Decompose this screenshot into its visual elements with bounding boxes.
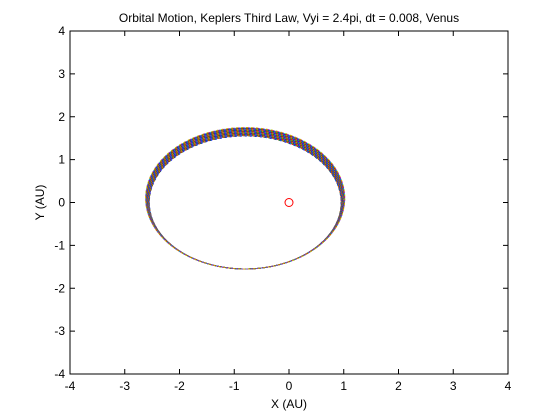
chart-title: Orbital Motion, Keplers Third Law, Vyi =… bbox=[119, 11, 459, 25]
y-tick-label: 1 bbox=[58, 153, 65, 167]
orbit-trace bbox=[148, 133, 343, 270]
y-tick-label: 4 bbox=[58, 24, 65, 38]
x-tick-label: -1 bbox=[229, 379, 240, 393]
x-tick-label: -3 bbox=[119, 379, 130, 393]
tick-marks bbox=[69, 30, 509, 375]
y-tick-label: 3 bbox=[58, 67, 65, 81]
orbit-trace bbox=[145, 127, 346, 270]
x-tick-label: -4 bbox=[65, 379, 76, 393]
y-tick-label: 2 bbox=[58, 110, 65, 124]
x-axis-label: X (AU) bbox=[271, 397, 307, 411]
sun-marker bbox=[284, 198, 294, 207]
y-tick-label: -3 bbox=[54, 324, 65, 338]
x-tick-label: 1 bbox=[340, 379, 347, 393]
y-tick-label: 0 bbox=[58, 196, 65, 210]
y-tick-label: -4 bbox=[54, 367, 65, 381]
y-tick-label: -1 bbox=[54, 238, 65, 252]
x-tick-label: 3 bbox=[450, 379, 457, 393]
x-tick-label: 4 bbox=[505, 379, 512, 393]
y-tick-label: -2 bbox=[54, 281, 65, 295]
y-axis-label: Y (AU) bbox=[33, 185, 47, 221]
orbit-band bbox=[145, 127, 346, 270]
tick-labels: -4 -3 -2 -1 0 1 2 3 4 -4 -3 -2 -1 0 1 2 3 4 bbox=[54, 24, 511, 393]
x-tick-label: -2 bbox=[174, 379, 185, 393]
x-tick-label: 0 bbox=[286, 379, 293, 393]
x-tick-label: 2 bbox=[395, 379, 402, 393]
